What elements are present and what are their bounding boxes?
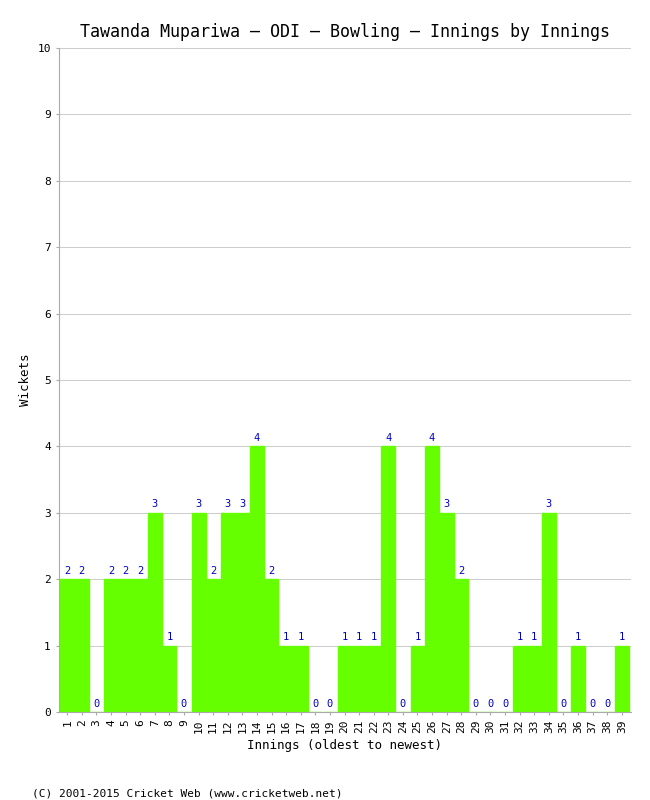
Text: 4: 4 [429, 433, 436, 443]
Text: 3: 3 [225, 499, 231, 510]
Bar [367, 646, 381, 712]
Text: 0: 0 [502, 698, 508, 709]
Text: 1: 1 [370, 632, 377, 642]
Bar [615, 646, 629, 712]
Bar [411, 646, 424, 712]
Text: 0: 0 [94, 698, 99, 709]
Text: 0: 0 [181, 698, 187, 709]
Text: 3: 3 [239, 499, 246, 510]
Text: 0: 0 [604, 698, 610, 709]
Text: 2: 2 [64, 566, 70, 576]
Text: 2: 2 [108, 566, 114, 576]
Text: 1: 1 [356, 632, 362, 642]
Text: 1: 1 [575, 632, 581, 642]
Bar [439, 513, 454, 712]
Bar [148, 513, 162, 712]
X-axis label: Innings (oldest to newest): Innings (oldest to newest) [247, 738, 442, 752]
Text: 2: 2 [122, 566, 129, 576]
Bar [280, 646, 293, 712]
Bar [454, 579, 468, 712]
Text: 3: 3 [151, 499, 158, 510]
Bar [352, 646, 366, 712]
Text: 1: 1 [298, 632, 304, 642]
Bar [104, 579, 118, 712]
Text: 0: 0 [473, 698, 479, 709]
Bar [162, 646, 176, 712]
Bar [133, 579, 147, 712]
Bar [337, 646, 352, 712]
Text: 1: 1 [531, 632, 538, 642]
Text: (C) 2001-2015 Cricket Web (www.cricketweb.net): (C) 2001-2015 Cricket Web (www.cricketwe… [32, 788, 343, 798]
Text: 2: 2 [458, 566, 464, 576]
Bar [425, 446, 439, 712]
Text: 1: 1 [341, 632, 348, 642]
Text: 0: 0 [560, 698, 567, 709]
Bar [60, 579, 74, 712]
Bar [119, 579, 133, 712]
Text: 1: 1 [283, 632, 289, 642]
Text: 3: 3 [443, 499, 450, 510]
Text: 0: 0 [312, 698, 318, 709]
Text: 3: 3 [196, 499, 202, 510]
Bar [206, 579, 220, 712]
Bar [265, 579, 278, 712]
Text: 0: 0 [590, 698, 595, 709]
Text: 2: 2 [79, 566, 85, 576]
Text: 4: 4 [254, 433, 260, 443]
Bar [192, 513, 205, 712]
Text: 2: 2 [210, 566, 216, 576]
Y-axis label: Wickets: Wickets [19, 354, 32, 406]
Text: 4: 4 [385, 433, 391, 443]
Text: 3: 3 [545, 499, 552, 510]
Bar [571, 646, 585, 712]
Bar [542, 513, 556, 712]
Text: 2: 2 [268, 566, 275, 576]
Text: 0: 0 [400, 698, 406, 709]
Title: Tawanda Mupariwa – ODI – Bowling – Innings by Innings: Tawanda Mupariwa – ODI – Bowling – Innin… [79, 23, 610, 41]
Text: 2: 2 [137, 566, 144, 576]
Bar [250, 446, 264, 712]
Bar [527, 646, 541, 712]
Text: 0: 0 [488, 698, 493, 709]
Bar [221, 513, 235, 712]
Text: 1: 1 [619, 632, 625, 642]
Bar [294, 646, 307, 712]
Text: 1: 1 [414, 632, 421, 642]
Bar [513, 646, 526, 712]
Text: 1: 1 [166, 632, 172, 642]
Bar [75, 579, 89, 712]
Text: 1: 1 [517, 632, 523, 642]
Bar [382, 446, 395, 712]
Text: 0: 0 [327, 698, 333, 709]
Bar [235, 513, 250, 712]
